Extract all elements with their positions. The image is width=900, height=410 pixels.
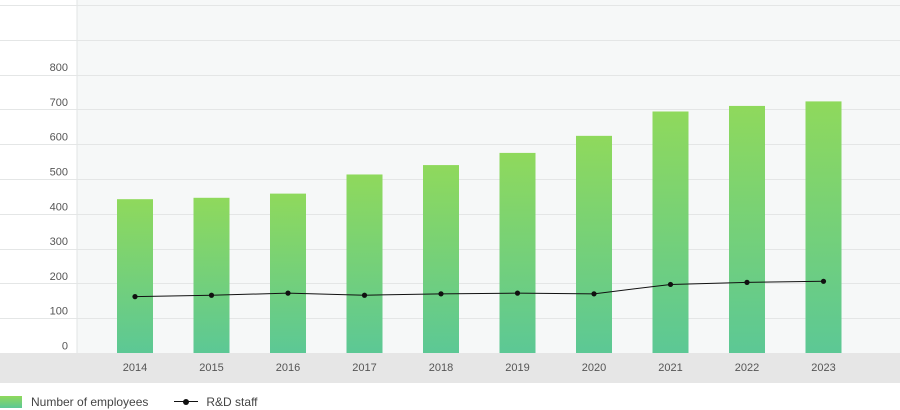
rd-staff-point — [132, 294, 138, 300]
y-tick-label: 200 — [50, 271, 68, 283]
x-tick-label: 2015 — [199, 362, 223, 374]
bar — [270, 193, 306, 353]
y-tick-label: 500 — [50, 167, 68, 179]
y-tick-label: 300 — [50, 236, 68, 248]
y-tick-label: 600 — [50, 132, 68, 144]
x-tick-label: 2019 — [505, 362, 529, 374]
rd-staff-point — [514, 290, 521, 296]
rd-staff-point — [285, 290, 291, 296]
y-tick-label: 700 — [50, 97, 68, 109]
x-axis-band — [0, 353, 900, 383]
rd-staff-point — [744, 279, 750, 285]
rd-staff-line — [134, 280, 824, 298]
rd-staff-point — [591, 291, 597, 297]
rd-staff-point — [820, 278, 827, 284]
bar — [193, 197, 230, 353]
legend: Number of employees R&D staff — [0, 393, 258, 410]
y-tick-label: 400 — [50, 201, 68, 213]
chart: 0 100 200 300 400 500 600 700 800 2014 2015 2016 20… — [0, 0, 900, 383]
legend-line-swatch — [174, 396, 199, 408]
x-tick-label: 2020 — [582, 362, 606, 374]
bar — [729, 105, 765, 353]
x-tick-label: 2017 — [352, 362, 376, 374]
rd-staff-point — [438, 291, 444, 297]
x-tick-label: 2022 — [735, 362, 759, 374]
bar — [346, 174, 383, 353]
bar — [117, 199, 153, 353]
bar — [805, 101, 842, 354]
bar — [423, 165, 459, 353]
legend-bar-swatch — [0, 395, 22, 408]
x-tick-label: 2018 — [429, 362, 453, 374]
rd-staff-point — [361, 292, 368, 298]
legend-bar-label: Number of employees — [31, 394, 149, 409]
x-tick-label: 2023 — [811, 362, 835, 374]
bar — [576, 135, 612, 353]
x-tick-label: 2021 — [658, 362, 682, 374]
rd-staff-point — [667, 281, 674, 288]
bar — [652, 111, 689, 353]
rd-staff-point — [208, 292, 215, 298]
x-tick-label: 2014 — [123, 362, 147, 374]
y-tick-label: 800 — [50, 62, 68, 74]
legend-line-label: R&D staff — [206, 394, 258, 409]
bar — [499, 152, 536, 353]
y-tick-label: 0 — [62, 341, 68, 353]
y-tick-label: 100 — [50, 306, 68, 318]
x-tick-label: 2016 — [276, 362, 300, 374]
